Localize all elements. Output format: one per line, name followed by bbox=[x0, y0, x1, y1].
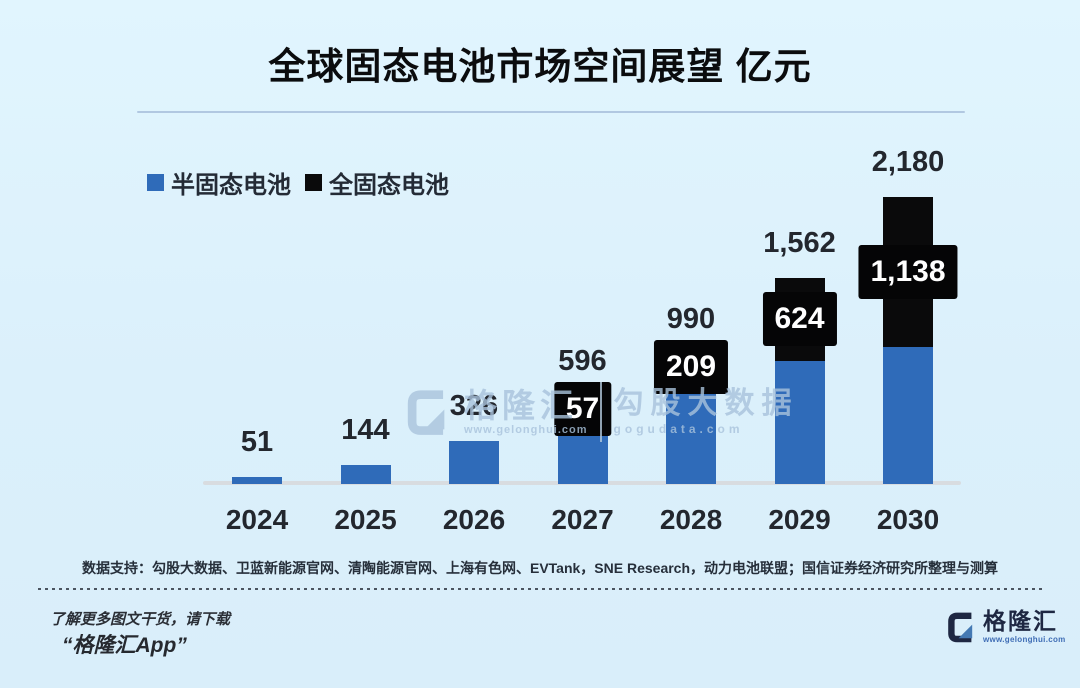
bar-total-label-2030: 2,180 bbox=[871, 146, 945, 178]
data-source-note: 数据支持：勾股大数据、卫蓝新能源官网、清陶能源官网、上海有色网、EVTank，S… bbox=[81, 560, 999, 576]
bar-semi-segment-2030 bbox=[883, 346, 933, 484]
x-axis-label-2027: 2027 bbox=[551, 504, 614, 535]
bar-value-box-2027: 57 bbox=[553, 382, 612, 437]
bar-total-label-2025: 144 bbox=[341, 414, 390, 447]
legend-swatch-blue-icon bbox=[147, 174, 164, 191]
legend-label: 全固态电池 bbox=[329, 172, 449, 199]
x-axis-label-2024: 2024 bbox=[225, 504, 289, 535]
legend-item-semi-solid: 半固态电池 bbox=[147, 165, 291, 200]
x-axis-label-2025: 2025 bbox=[334, 504, 397, 535]
bar-total-label-2028: 990 bbox=[666, 303, 716, 336]
bar-semi-segment-2029 bbox=[774, 360, 825, 484]
bar-total-label-2027: 596 bbox=[558, 345, 607, 378]
legend: 半固态电池 全固态电池 bbox=[147, 165, 449, 200]
x-axis-label-2030: 2030 bbox=[876, 504, 940, 535]
bar-value-box-2029: 624 bbox=[762, 292, 837, 347]
footer-logo-url: www.gelonghui.com bbox=[983, 635, 1066, 644]
dashed-separator bbox=[38, 588, 1046, 590]
chart-title: 全球固态电池市场空间展望 亿元 bbox=[268, 46, 812, 87]
x-axis-label-2026: 2026 bbox=[442, 504, 506, 535]
footer-promo-line1: 了解更多图文干货，请下载 bbox=[50, 611, 231, 628]
legend-swatch-black-icon bbox=[305, 174, 322, 191]
footer-logo-text-block: 格隆汇 www.gelonghui.com bbox=[983, 610, 1066, 644]
bar-total-label-2029: 1,562 bbox=[763, 227, 836, 260]
bar-value-box-2028: 209 bbox=[653, 340, 729, 395]
legend-item-all-solid: 全固态电池 bbox=[305, 165, 449, 200]
bar-value-box-2030: 1,138 bbox=[858, 244, 958, 299]
footer-logo-text: 格隆汇 bbox=[983, 608, 1058, 634]
bar-total-label-2026: 326 bbox=[449, 390, 499, 423]
legend-label: 半固态电池 bbox=[171, 172, 291, 199]
bar-semi-segment-2025 bbox=[340, 465, 391, 484]
bar-total-label-2024: 51 bbox=[240, 426, 274, 459]
footer-logo: 格隆汇 www.gelonghui.com bbox=[945, 610, 1066, 644]
bar-semi-segment-2026 bbox=[449, 441, 499, 484]
bar-semi-segment-2028 bbox=[666, 381, 716, 484]
bar-semi-segment-2024 bbox=[232, 477, 282, 484]
gelonghui-logo-icon bbox=[948, 612, 973, 643]
x-axis-label-2029: 2029 bbox=[768, 504, 831, 535]
footer-promo-line2: “格隆汇App” bbox=[62, 634, 187, 657]
plot-top-border bbox=[137, 111, 965, 113]
x-axis-label-2028: 2028 bbox=[659, 504, 723, 535]
